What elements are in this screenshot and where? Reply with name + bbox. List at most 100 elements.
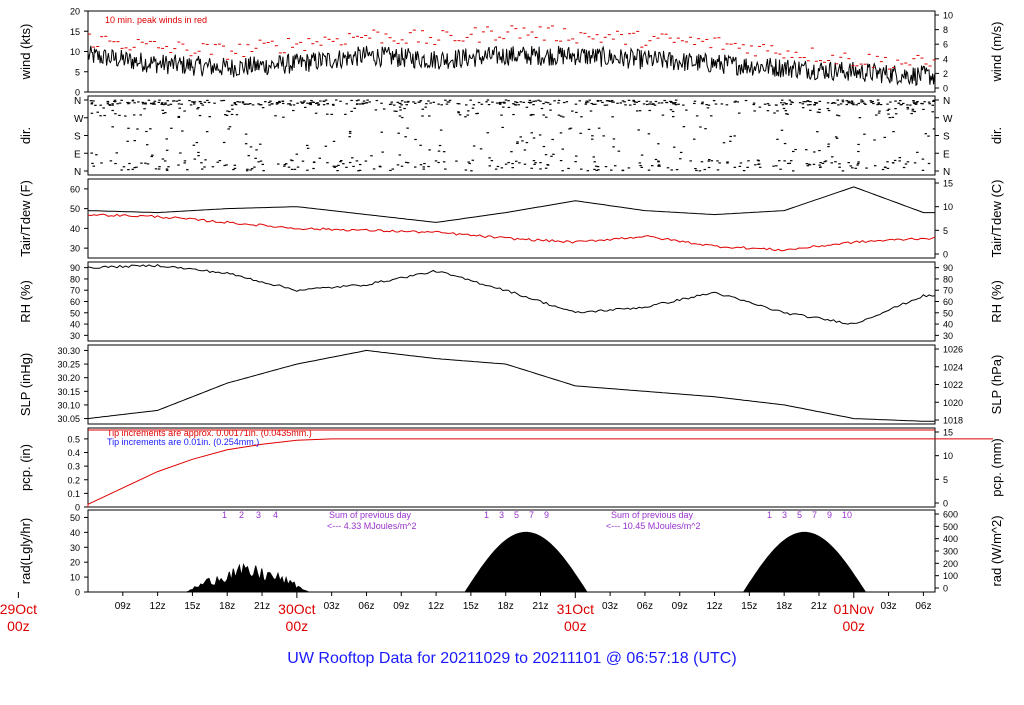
hour-mark: 7 bbox=[529, 510, 534, 520]
x-tick-label: 21z bbox=[811, 601, 827, 612]
y-tick-label: 0.5 bbox=[67, 434, 80, 444]
y-tick-label-right: 2 bbox=[943, 69, 948, 79]
y-tick-label: 30 bbox=[70, 331, 80, 341]
hour-mark: 10 bbox=[842, 510, 852, 520]
hour-mark: 5 bbox=[797, 510, 802, 520]
chart-title: UW Rooftop Data for 20211029 to 20211101… bbox=[287, 650, 737, 667]
y-tick-label-right: 200 bbox=[943, 559, 958, 569]
y-tick-label: N bbox=[74, 167, 81, 178]
y-tick-label: 70 bbox=[70, 286, 80, 296]
y-tick-label: 30 bbox=[70, 543, 80, 553]
y-tick-label: 60 bbox=[70, 297, 80, 307]
radiation-area bbox=[464, 531, 588, 593]
y-tick-label-right: 1018 bbox=[943, 416, 963, 426]
x-tick-label: 03z bbox=[602, 601, 618, 612]
x-date-label: 01Nov bbox=[834, 601, 874, 617]
x-date-label: 31Oct bbox=[557, 601, 594, 617]
x-tick-label: 18z bbox=[498, 601, 514, 612]
y-axis-label-right: SLP (hPa) bbox=[989, 355, 1004, 415]
y-tick-label-right: 15 bbox=[943, 428, 953, 438]
hour-mark: 3 bbox=[499, 510, 504, 520]
y-tick-label-right: 0 bbox=[943, 84, 948, 94]
y-tick-label-right: 5 bbox=[943, 226, 948, 236]
y-tick-label-right: 0 bbox=[943, 584, 948, 594]
y-tick-label-right: N bbox=[943, 96, 950, 107]
y-tick-label-right: 10 bbox=[943, 451, 953, 461]
hour-mark: 1 bbox=[484, 510, 489, 520]
y-tick-label: 0.4 bbox=[67, 448, 80, 458]
y-tick-label-right: 1026 bbox=[943, 345, 963, 355]
y-tick-label-right: N bbox=[943, 167, 950, 178]
radiation-area bbox=[742, 531, 867, 593]
y-tick-label: 30 bbox=[70, 244, 80, 254]
y-tick-label-right: 5 bbox=[943, 475, 948, 485]
x-date-label: 29Oct bbox=[0, 601, 37, 617]
y-tick-label: 50 bbox=[70, 308, 80, 318]
y-tick-label-right: 500 bbox=[943, 522, 958, 532]
series-line bbox=[87, 213, 936, 252]
y-tick-label-right: 6 bbox=[943, 40, 948, 50]
y-tick-label: 30.30 bbox=[57, 346, 80, 356]
x-tick-label: 09z bbox=[115, 601, 131, 612]
x-tick-label: 06z bbox=[358, 601, 374, 612]
y-tick-label: 50 bbox=[70, 513, 80, 523]
y-tick-label-right: S bbox=[943, 132, 950, 143]
x-date-hour: 00z bbox=[7, 618, 30, 634]
y-tick-label-right: 1020 bbox=[943, 398, 963, 408]
x-tick-label: 06z bbox=[637, 601, 653, 612]
y-tick-label-right: E bbox=[943, 149, 950, 160]
y-axis-label-right: dir. bbox=[989, 127, 1004, 144]
y-tick-label: 0.2 bbox=[67, 475, 80, 485]
y-tick-label: N bbox=[74, 96, 81, 107]
x-tick-label: 09z bbox=[393, 601, 409, 612]
hour-mark: 9 bbox=[827, 510, 832, 520]
y-tick-label-right: 1022 bbox=[943, 380, 963, 390]
sum-note-2b: <--- 10.45 MJoules/m^2 bbox=[606, 521, 701, 531]
x-tick-label: 12z bbox=[706, 601, 722, 612]
y-axis-label-right: pcp. (mm) bbox=[989, 438, 1004, 497]
hour-mark: 2 bbox=[239, 510, 244, 520]
y-tick-label-right: 70 bbox=[943, 286, 953, 296]
y-tick-label: 0 bbox=[75, 88, 80, 98]
x-date-hour: 00z bbox=[564, 618, 587, 634]
x-tick-label: 15z bbox=[463, 601, 479, 612]
y-tick-label: 0 bbox=[75, 588, 80, 598]
y-tick-label: 30.05 bbox=[57, 414, 80, 424]
x-tick-label: 12z bbox=[428, 601, 444, 612]
sum-note-1a: Sum of previous day bbox=[329, 510, 412, 520]
hour-mark: 1 bbox=[222, 510, 227, 520]
x-date-hour: 00z bbox=[286, 618, 309, 634]
y-tick-label-right: 10 bbox=[943, 202, 953, 212]
panel-frame bbox=[87, 427, 936, 508]
series-line bbox=[87, 349, 935, 422]
x-tick-label: 18z bbox=[776, 601, 792, 612]
y-axis-label: RH (%) bbox=[18, 280, 33, 323]
y-tick-label: 30.10 bbox=[57, 400, 80, 410]
y-tick-label: 30.25 bbox=[57, 360, 80, 370]
hour-mark: 3 bbox=[782, 510, 787, 520]
y-tick-label: 15 bbox=[70, 27, 80, 37]
y-tick-label: 80 bbox=[70, 274, 80, 284]
series-line bbox=[87, 263, 936, 325]
y-tick-label: 20 bbox=[70, 7, 80, 17]
y-axis-label-right: Tair/Tdew (C) bbox=[989, 179, 1004, 257]
y-tick-label: 10 bbox=[70, 573, 80, 583]
y-tick-label: W bbox=[74, 114, 84, 125]
y-tick-label: 40 bbox=[70, 528, 80, 538]
y-tick-label-right: 90 bbox=[943, 263, 953, 273]
y-tick-label-right: 0 bbox=[943, 250, 948, 260]
y-tick-label: 60 bbox=[70, 184, 80, 194]
x-tick-label: 18z bbox=[219, 601, 235, 612]
y-tick-label: E bbox=[74, 149, 81, 160]
y-tick-label: 30.20 bbox=[57, 373, 80, 383]
x-tick-label: 21z bbox=[254, 601, 270, 612]
y-tick-label: S bbox=[74, 132, 81, 143]
y-tick-label: 10 bbox=[70, 47, 80, 57]
y-tick-label-right: 4 bbox=[943, 54, 948, 64]
x-date-hour: 00z bbox=[842, 618, 865, 634]
y-axis-label: dir. bbox=[18, 127, 33, 144]
y-axis-label: pcp. (in) bbox=[18, 444, 33, 491]
y-tick-label-right: 80 bbox=[943, 274, 953, 284]
y-axis-label-right: rad (W/m^2) bbox=[989, 515, 1004, 586]
